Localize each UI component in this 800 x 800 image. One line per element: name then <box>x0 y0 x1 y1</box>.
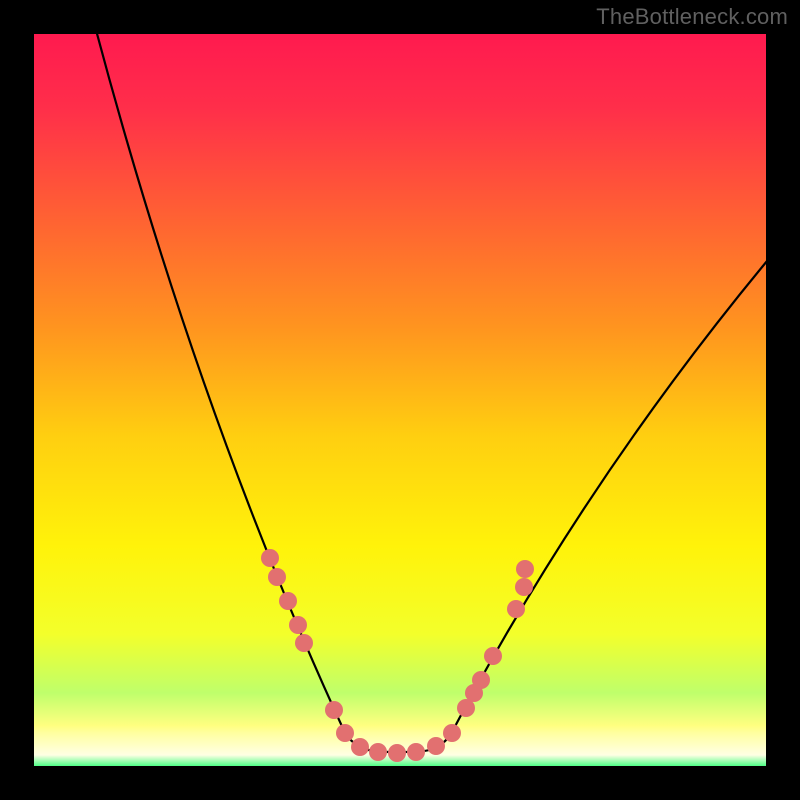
data-marker <box>325 701 343 719</box>
data-marker <box>261 549 279 567</box>
chart-gradient-bg <box>34 34 766 766</box>
watermark-label: TheBottleneck.com <box>596 4 788 30</box>
data-marker <box>427 737 445 755</box>
data-marker <box>484 647 502 665</box>
data-marker <box>336 724 354 742</box>
data-marker <box>369 743 387 761</box>
data-marker <box>268 568 286 586</box>
data-marker <box>407 743 425 761</box>
data-marker <box>351 738 369 756</box>
data-marker <box>472 671 490 689</box>
data-marker <box>279 592 297 610</box>
data-marker <box>515 578 533 596</box>
data-marker <box>443 724 461 742</box>
chart-stage: TheBottleneck.com <box>0 0 800 800</box>
bottleneck-chart <box>0 0 800 800</box>
data-marker <box>507 600 525 618</box>
data-marker <box>289 616 307 634</box>
data-marker <box>388 744 406 762</box>
data-marker <box>295 634 313 652</box>
data-marker <box>516 560 534 578</box>
